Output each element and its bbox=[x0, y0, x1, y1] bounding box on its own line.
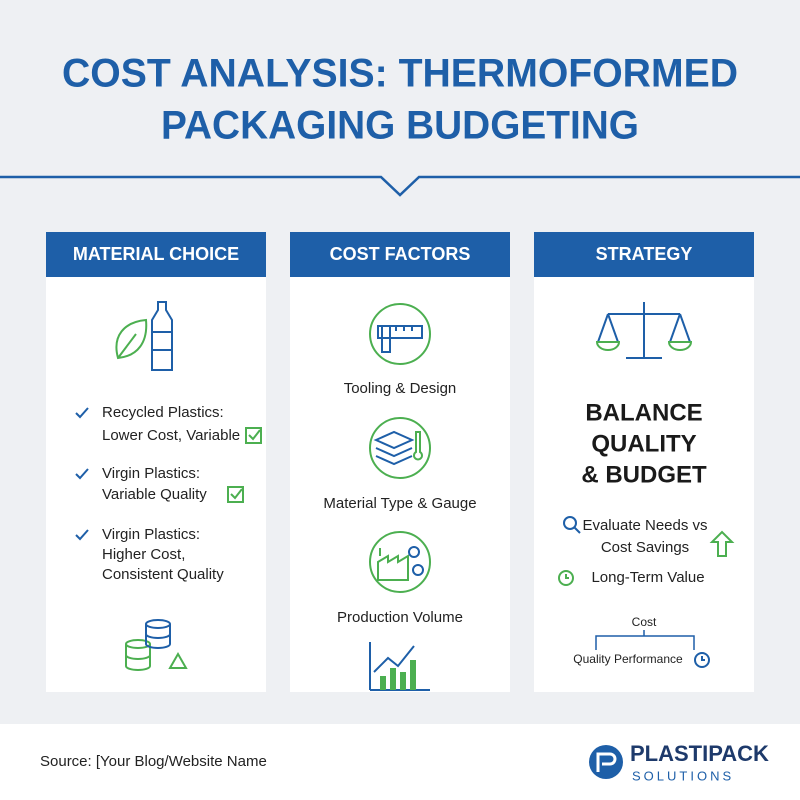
divider bbox=[0, 175, 800, 197]
item-text: Recycled Plastics: bbox=[102, 404, 224, 421]
item-text: Higher Cost, bbox=[102, 546, 185, 563]
logo-name: PLASTIPACK bbox=[630, 741, 769, 766]
logo-tagline: SOLUTIONS bbox=[632, 768, 734, 783]
strategy-item: Cost Savings bbox=[601, 539, 689, 556]
footer bbox=[0, 724, 800, 800]
item-text: Variable Quality bbox=[102, 486, 207, 503]
source: Source: [Your Blog/Website Name bbox=[40, 753, 267, 770]
card-body bbox=[46, 232, 266, 692]
item-text: Virgin Plastics: bbox=[102, 465, 200, 482]
title-line: COST ANALYSIS: THERMOFORMED bbox=[62, 52, 738, 96]
diagram-label: Quality Performance bbox=[573, 652, 683, 666]
card-header bbox=[534, 232, 754, 277]
factory-icon bbox=[369, 531, 431, 593]
factor-label: Material Type & Gauge bbox=[323, 495, 476, 512]
factor-label: Tooling & Design bbox=[344, 380, 457, 397]
scale-icon bbox=[595, 302, 693, 359]
coins-recycle-icon bbox=[125, 619, 188, 671]
item-text: Lower Cost, Variable bbox=[102, 427, 240, 444]
item-text: Virgin Plastics: bbox=[102, 526, 200, 543]
strategy-item: Evaluate Needs vs bbox=[582, 517, 707, 534]
card-header bbox=[290, 232, 510, 277]
title-line: PACKAGING BUDGETING bbox=[161, 104, 639, 148]
factor-label: Production Volume bbox=[337, 609, 463, 626]
strategy-item: Long-Term Value bbox=[591, 569, 704, 586]
card-title: COST FACTORS bbox=[330, 244, 471, 264]
card-title: MATERIAL CHOICE bbox=[73, 244, 239, 264]
card: MATERIAL CHOICE bbox=[46, 232, 266, 692]
headline: QUALITY bbox=[591, 430, 696, 457]
headline: & BUDGET bbox=[581, 461, 707, 488]
item-text: Consistent Quality bbox=[102, 566, 224, 583]
card-title: STRATEGY bbox=[596, 244, 693, 264]
diagram-lines bbox=[595, 630, 710, 668]
growth-chart-icon bbox=[369, 642, 430, 691]
headline: BALANCE bbox=[585, 399, 702, 426]
logo-icon bbox=[589, 745, 623, 779]
card-header bbox=[46, 232, 266, 277]
material-icon bbox=[369, 417, 431, 479]
leaf-bottle-icon bbox=[115, 301, 173, 371]
check-icons bbox=[75, 407, 262, 541]
tooling-icon bbox=[369, 303, 431, 365]
strategy-icons bbox=[558, 516, 735, 586]
diagram-label: Cost bbox=[632, 615, 657, 629]
